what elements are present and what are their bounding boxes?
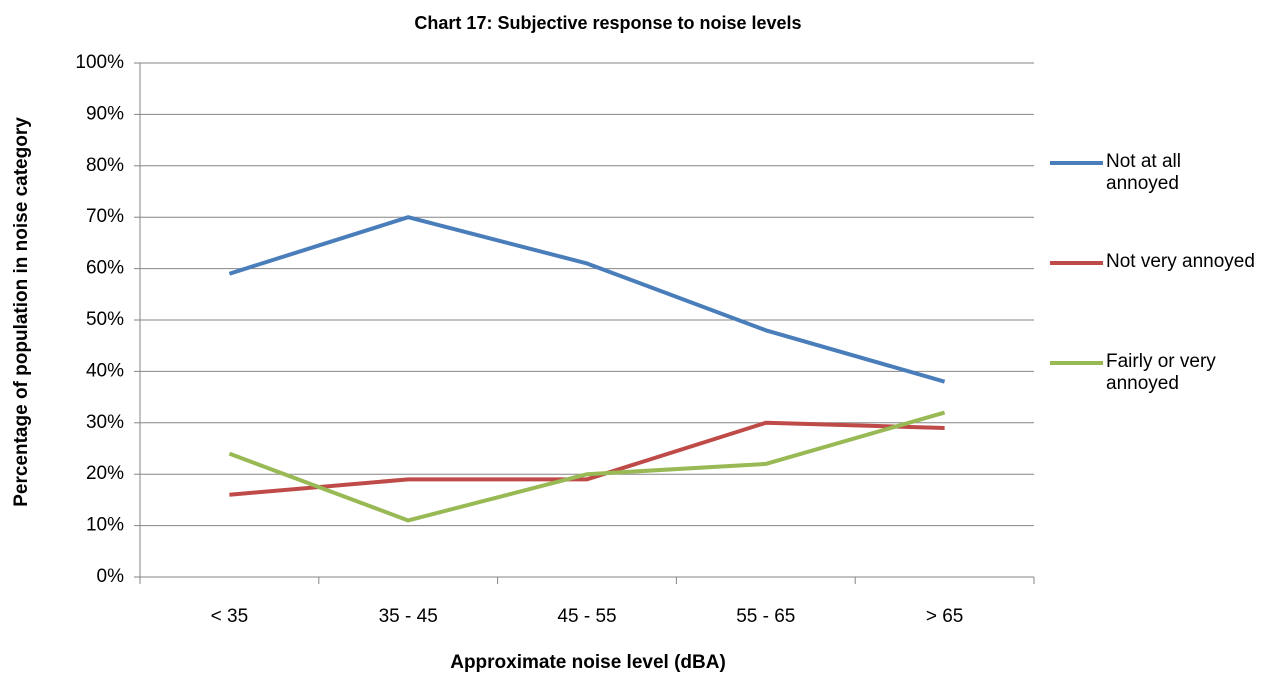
x-tick-label: 35 - 45	[379, 606, 438, 627]
x-tick-label: < 35	[211, 606, 249, 627]
legend-label: Not at all annoyed	[1106, 151, 1181, 194]
y-tick-label: 50%	[86, 309, 124, 330]
y-tick-label: 0%	[97, 566, 125, 587]
y-tick-label: 10%	[86, 515, 124, 536]
y-axis-label: Percentage of population in noise catego…	[11, 117, 32, 507]
series-line	[229, 420, 945, 497]
y-tick-label: 70%	[86, 206, 124, 227]
chart-title: Chart 17: Subjective response to noise l…	[414, 13, 801, 33]
legend-label: Not very annoyed	[1106, 251, 1255, 272]
x-tick-label: 55 - 65	[736, 606, 795, 627]
series-line	[228, 215, 946, 384]
legend-label: Fairly or very annoyed	[1106, 351, 1216, 394]
x-tick-label: > 65	[926, 606, 964, 627]
x-tick-label: 45 - 55	[557, 606, 616, 627]
y-tick-label: 100%	[75, 52, 124, 73]
y-tick-label: 40%	[86, 360, 124, 381]
y-tick-label: 90%	[86, 103, 124, 124]
series-line	[228, 410, 946, 523]
y-tick-label: 20%	[86, 463, 124, 484]
x-axis-label: Approximate noise level (dBA)	[450, 652, 726, 673]
y-tick-label: 80%	[86, 155, 124, 176]
y-tick-label: 60%	[86, 258, 124, 279]
y-tick-label: 30%	[86, 412, 124, 433]
